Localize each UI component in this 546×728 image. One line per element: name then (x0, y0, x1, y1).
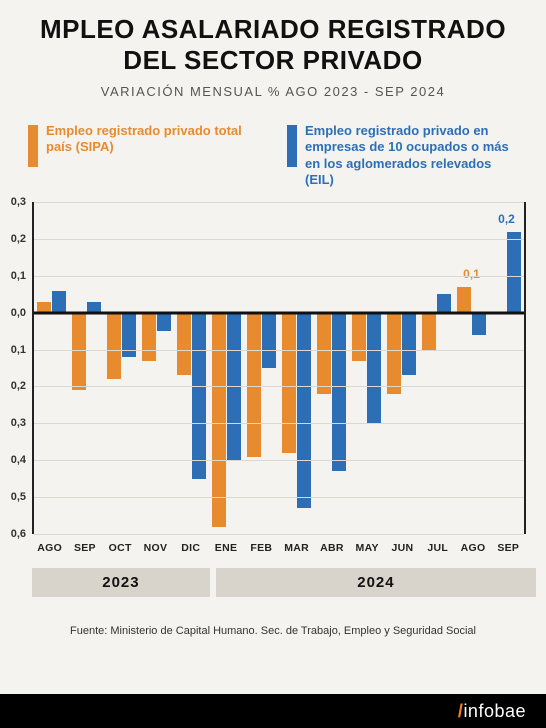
legend-swatch-a (28, 125, 38, 167)
y-tick-label: 0,1 (0, 270, 26, 282)
month-slot (419, 202, 454, 534)
footer: /infobae (0, 694, 546, 728)
year-segment: 2024 (216, 568, 536, 597)
gridline (34, 276, 524, 277)
y-tick-label: 0,2 (0, 380, 26, 392)
bars-container: 0,1 0,2 (34, 202, 524, 534)
subtitle: VARIACIÓN MENSUAL % AGO 2023 - SEP 2024 (0, 84, 546, 99)
month-slot (34, 202, 69, 534)
month-slot (139, 202, 174, 534)
brand-name: infobae (463, 701, 526, 721)
bar-b (367, 313, 381, 424)
bar-b (157, 313, 171, 331)
month-slot (104, 202, 139, 534)
legend-label-a: Empleo registrado privado total país (SI… (46, 123, 259, 156)
bar-b (437, 294, 451, 312)
bar-b (192, 313, 206, 479)
bar-a (317, 313, 331, 394)
legend-item-a: Empleo registrado privado total país (SI… (28, 123, 259, 167)
bar-a (387, 313, 401, 394)
year-segment: 2023 (32, 568, 210, 597)
y-tick-label: 0,0 (0, 307, 26, 319)
y-tick-label: 0,6 (0, 528, 26, 540)
x-label: AGO (32, 538, 67, 562)
gridline (34, 239, 524, 240)
title-block: MPLEO ASALARIADO REGISTRADO DEL SECTOR P… (0, 0, 546, 105)
bar-b (332, 313, 346, 472)
x-label: JUN (385, 538, 420, 562)
month-slot: 0,1 (454, 202, 489, 534)
month-slot (314, 202, 349, 534)
x-label: AGO (455, 538, 490, 562)
year-bar: 20232024 (32, 568, 536, 597)
month-slot (69, 202, 104, 534)
callout: 0,1 (454, 267, 489, 281)
brand-logo: /infobae (458, 701, 526, 722)
bar-a (247, 313, 261, 457)
x-label: ENE (208, 538, 243, 562)
y-tick-label: 0,3 (0, 417, 26, 429)
bar-a (72, 313, 86, 390)
y-tick-label: 0,1 (0, 344, 26, 356)
month-slot (244, 202, 279, 534)
x-axis-labels: AGOSEPOCTNOVDICENEFEBMARABRMAYJUNJULAGOS… (32, 538, 526, 562)
bar-a (457, 287, 471, 313)
chart: 0,30,20,10,00,10,20,30,40,50,6 0,10,2 AG… (0, 202, 536, 562)
y-axis: 0,30,20,10,00,10,20,30,40,50,6 (0, 202, 28, 534)
month-slot (349, 202, 384, 534)
month-slot (174, 202, 209, 534)
callout: 0,2 (489, 212, 524, 226)
gridline (34, 350, 524, 351)
month-slot (279, 202, 314, 534)
x-label: MAY (350, 538, 385, 562)
legend-item-b: Empleo registrado privado en empresas de… (287, 123, 518, 188)
x-label: DIC (173, 538, 208, 562)
bar-b (507, 232, 521, 313)
bar-a (282, 313, 296, 453)
gridline (34, 534, 524, 535)
bar-b (472, 313, 486, 335)
bar-a (177, 313, 191, 376)
x-label: OCT (103, 538, 138, 562)
bar-a (212, 313, 226, 527)
x-label: JUL (420, 538, 455, 562)
x-label: ABR (314, 538, 349, 562)
x-label: FEB (244, 538, 279, 562)
bar-b (52, 291, 66, 313)
gridline (34, 202, 524, 203)
legend-label-b: Empleo registrado privado en empresas de… (305, 123, 518, 188)
bar-a (107, 313, 121, 379)
y-tick-label: 0,2 (0, 233, 26, 245)
legend-swatch-b (287, 125, 297, 167)
legend: Empleo registrado privado total país (SI… (0, 105, 546, 196)
month-slot: 0,2 (489, 202, 524, 534)
x-label: NOV (138, 538, 173, 562)
bar-a (142, 313, 156, 361)
bar-a (352, 313, 366, 361)
gridline (34, 497, 524, 498)
bar-b (402, 313, 416, 376)
title-line-2: DEL SECTOR PRIVADO (0, 45, 546, 76)
plot-area: 0,1 0,2 (32, 202, 526, 534)
bar-b (297, 313, 311, 509)
bar-a (422, 313, 436, 350)
gridline (34, 386, 524, 387)
y-tick-label: 0,4 (0, 454, 26, 466)
source-text: Fuente: Ministerio de Capital Humano. Se… (0, 625, 546, 637)
month-slot (209, 202, 244, 534)
y-tick-label: 0,5 (0, 491, 26, 503)
y-tick-label: 0,3 (0, 196, 26, 208)
bar-b (262, 313, 276, 368)
zero-line (34, 311, 524, 314)
x-label: SEP (491, 538, 526, 562)
gridline (34, 460, 524, 461)
x-label: MAR (279, 538, 314, 562)
gridline (34, 423, 524, 424)
title-line-1: MPLEO ASALARIADO REGISTRADO (0, 14, 546, 45)
x-label: SEP (67, 538, 102, 562)
month-slot (384, 202, 419, 534)
